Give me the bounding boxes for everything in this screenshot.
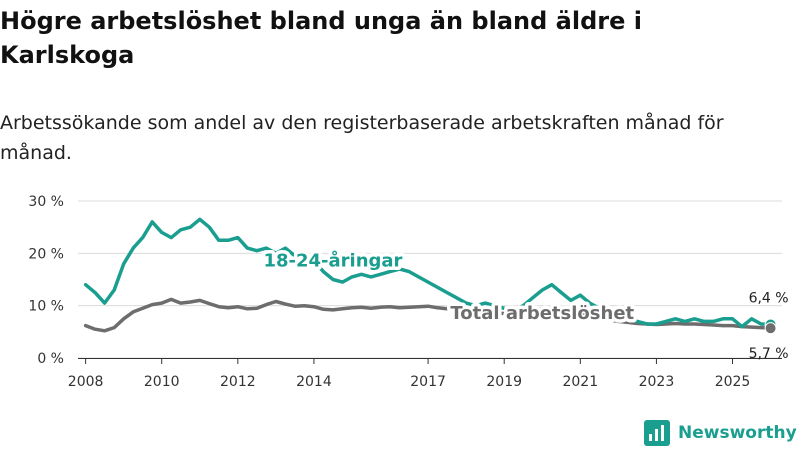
label-layer: 6,4 %5,7 %18-24-åringar18-24-åringarTota… (260, 246, 789, 362)
series-label-youth: 18-24-åringar (263, 249, 402, 271)
series-label-halo-youth: 18-24-åringar (263, 249, 402, 271)
chart-subtitle: Arbetssökande som andel av den registerb… (0, 112, 724, 164)
series-line-youth (83, 217, 773, 329)
series-line-total (83, 297, 773, 333)
y-tick-label: 10 % (28, 299, 64, 315)
y-tick-label: 0 % (37, 351, 64, 367)
axis-layer: 0 % 10 % 20 % 30 % 2008 2010 2012 2014 2017 2019 2… (28, 194, 782, 390)
x-tick-label: 2023 (639, 374, 675, 390)
y-tick-label: 30 % (28, 194, 64, 210)
series-label-total: Total arbetslöshet (450, 303, 634, 324)
newsworthy-logo-icon (644, 420, 670, 446)
x-tick-label: 2008 (68, 374, 104, 390)
series-layer (83, 217, 777, 335)
x-tick-label: 2014 (296, 374, 332, 390)
newsworthy-logo-text: Newsworthy (678, 423, 797, 443)
chart-title: Högre arbetslöshet bland unga än bland ä… (0, 7, 642, 69)
newsworthy-logo: Newsworthy (644, 420, 797, 446)
grid-layer (78, 200, 782, 359)
end-label-total: 5,7 % (749, 346, 789, 362)
x-tick-label: 2012 (220, 374, 256, 390)
x-tick-label: 2019 (486, 374, 522, 390)
series-endpoint-total (764, 322, 777, 335)
y-tick-label: 20 % (28, 246, 64, 262)
x-tick-label: 2017 (410, 374, 446, 390)
x-tick-label: 2010 (144, 374, 180, 390)
line-chart: 0 % 10 % 20 % 30 % 2008 2010 2012 2014 2017 2019 2… (28, 194, 789, 390)
end-label-youth: 6,4 % (749, 291, 789, 307)
x-tick-label: 2025 (715, 374, 751, 390)
x-tick-label: 2021 (562, 374, 598, 390)
series-label-halo-total: Total arbetslöshet (450, 303, 634, 324)
